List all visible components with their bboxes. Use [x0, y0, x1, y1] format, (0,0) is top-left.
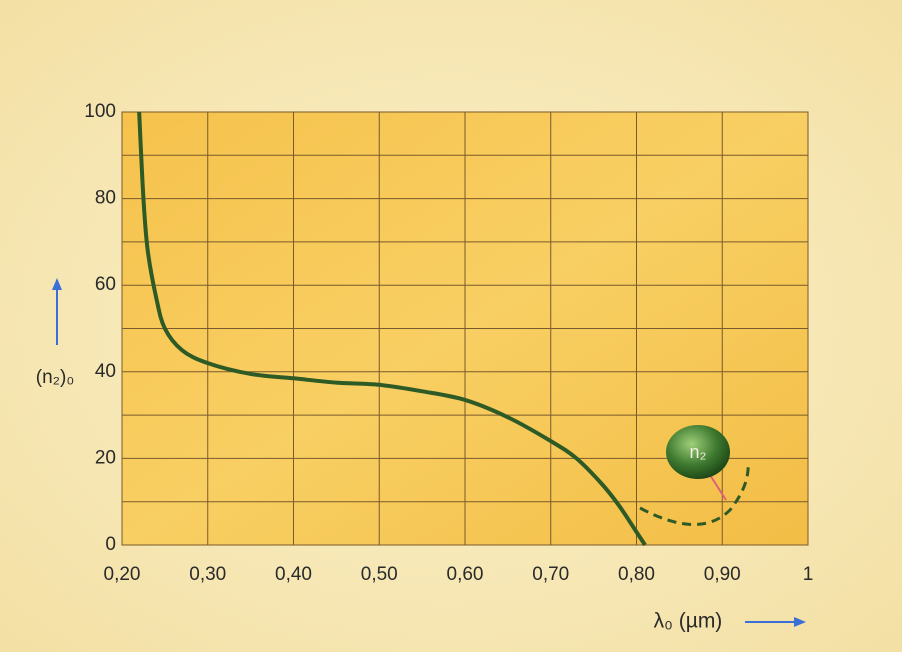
annotation-ball: [666, 425, 730, 479]
x-tick-label: 0,70: [532, 564, 569, 585]
x-tick-label: 0,90: [704, 564, 741, 585]
x-tick-label: 0,60: [447, 564, 484, 585]
annotation-label: n₂: [690, 442, 707, 462]
y-tick-label: 80: [95, 188, 116, 209]
x-tick-label: 0,80: [618, 564, 655, 585]
x-tick-label: 0,30: [189, 564, 226, 585]
y-tick-label: 0: [105, 534, 116, 555]
y-tick-label: 60: [95, 274, 116, 295]
x-arrow-head: [794, 617, 806, 627]
x-axis-label: λ₀ (µm): [654, 610, 723, 633]
y-arrow-head: [52, 278, 62, 290]
x-tick-label: 1: [803, 564, 814, 585]
x-tick-label: 0,40: [275, 564, 312, 585]
y-tick-label: 40: [95, 361, 116, 382]
y-tick-label: 100: [84, 101, 116, 122]
pointer-line: [709, 474, 727, 501]
y-tick-label: 20: [95, 447, 116, 468]
x-tick-label: 0,20: [104, 564, 141, 585]
curve: [137, 111, 647, 547]
x-tick-label: 0,50: [361, 564, 398, 585]
dashed-arc: [639, 461, 750, 526]
y-axis-label: (n₂)₀: [36, 367, 74, 388]
